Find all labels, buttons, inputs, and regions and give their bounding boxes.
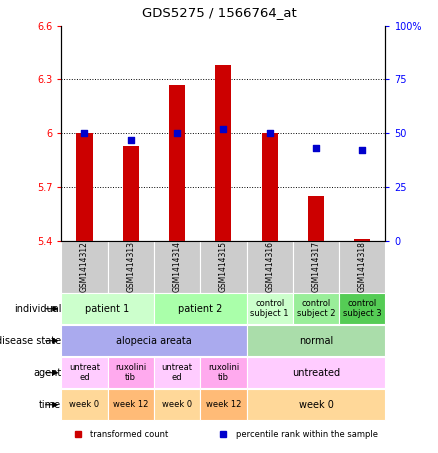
Bar [247,325,385,356]
Bar [200,357,247,388]
Bar [61,241,108,293]
Bar [308,196,324,241]
Text: GSM1414317: GSM1414317 [311,241,321,292]
Text: GSM1414315: GSM1414315 [219,241,228,292]
Bar [154,357,200,388]
Text: GSM1414318: GSM1414318 [358,241,367,292]
Text: individual: individual [14,304,61,314]
Text: untreat
ed: untreat ed [69,363,100,382]
Point [173,130,180,137]
Bar [247,241,293,293]
Bar [339,294,385,324]
Text: week 0: week 0 [299,400,333,410]
Text: patient 1: patient 1 [85,304,130,314]
Bar [108,390,154,420]
Bar [154,390,200,420]
Text: agent: agent [33,368,61,378]
Bar [169,85,185,241]
Bar [247,390,385,420]
Bar [354,239,371,241]
Text: GDS5275 / 1566764_at: GDS5275 / 1566764_at [141,6,297,19]
Bar [154,294,247,324]
Bar [200,241,247,293]
Text: alopecia areata: alopecia areata [116,336,192,346]
Text: GSM1414316: GSM1414316 [265,241,274,292]
Point [127,136,134,143]
Bar [339,241,385,293]
Text: week 12: week 12 [206,400,241,409]
Text: control
subject 3: control subject 3 [343,299,381,318]
Bar [247,357,385,388]
Text: untreated: untreated [292,368,340,378]
Bar [200,390,247,420]
Text: patient 2: patient 2 [178,304,223,314]
Bar [247,294,293,324]
Text: GSM1414312: GSM1414312 [80,241,89,292]
Text: GSM1414314: GSM1414314 [173,241,182,292]
Bar [76,133,92,241]
Bar [293,294,339,324]
Bar [108,241,154,293]
Point [359,147,366,154]
Point [312,145,319,152]
Text: ruxolini
tib: ruxolini tib [208,363,239,382]
Text: transformed count: transformed count [91,430,169,439]
Point [81,130,88,137]
Text: GSM1414313: GSM1414313 [126,241,135,292]
Bar [154,241,200,293]
Bar [61,390,108,420]
Bar [123,146,139,241]
Point [220,125,227,133]
Bar [215,65,231,241]
Bar [293,241,339,293]
Text: ruxolini
tib: ruxolini tib [115,363,146,382]
Bar [61,325,247,356]
Text: week 0: week 0 [162,400,192,409]
Point [266,130,273,137]
Text: untreat
ed: untreat ed [162,363,193,382]
Text: time: time [39,400,61,410]
Text: disease state: disease state [0,336,61,346]
Text: normal: normal [299,336,333,346]
Text: control
subject 1: control subject 1 [251,299,289,318]
Text: percentile rank within the sample: percentile rank within the sample [237,430,378,439]
Bar [108,357,154,388]
Text: week 0: week 0 [69,400,99,409]
Bar [61,357,108,388]
Bar [261,133,278,241]
Text: control
subject 2: control subject 2 [297,299,335,318]
Bar [61,294,154,324]
Text: week 12: week 12 [113,400,148,409]
